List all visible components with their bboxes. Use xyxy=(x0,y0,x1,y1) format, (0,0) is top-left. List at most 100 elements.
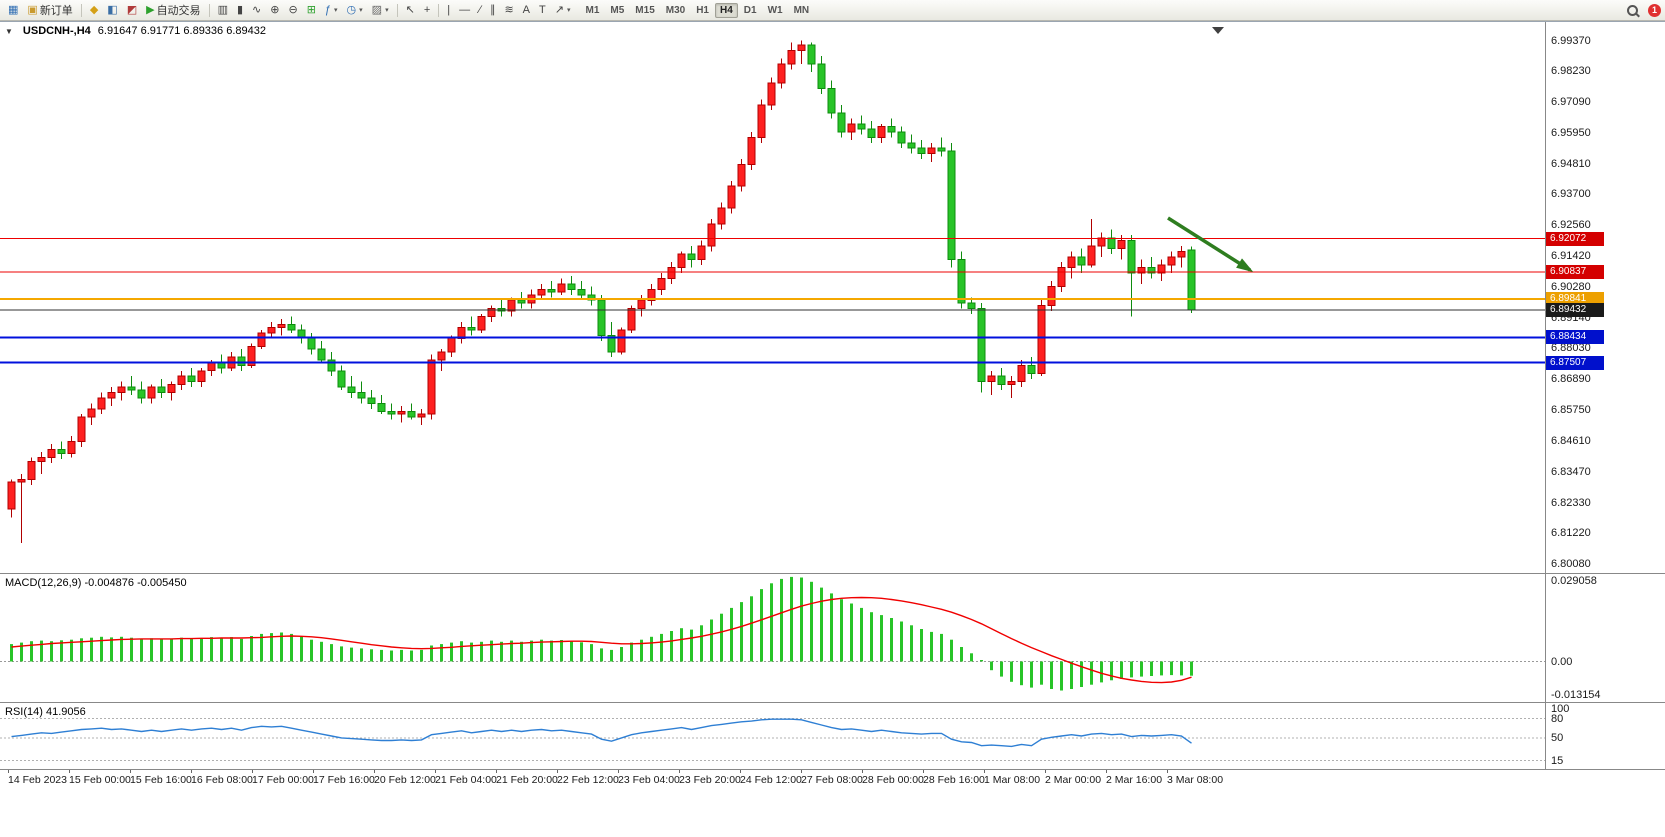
templates-icon: ▨ xyxy=(371,4,383,16)
line-chart-button[interactable]: ∿ xyxy=(248,1,265,19)
price-tick-label: 6.92560 xyxy=(1551,219,1591,232)
new-order-button[interactable]: ▣ 新订单 xyxy=(23,1,76,19)
price-tick-label: 6.81220 xyxy=(1551,527,1591,540)
macd-axis-label: 0.029058 xyxy=(1551,575,1597,587)
price-tick-label: 6.86890 xyxy=(1551,373,1591,386)
macd-axis-label: -0.013154 xyxy=(1551,689,1601,701)
time-tick-label: 1 Mar 08:00 xyxy=(984,774,1041,786)
time-tick-label: 21 Feb 04:00 xyxy=(435,774,497,786)
templates-button[interactable]: ▨ ▾ xyxy=(368,1,393,19)
new-order-label: 新订单 xyxy=(39,5,73,17)
chart-shift-marker xyxy=(1212,27,1224,34)
price-tick-label: 6.85750 xyxy=(1551,404,1591,417)
search-button[interactable] xyxy=(1623,1,1642,19)
macd-axis-label: 0.00 xyxy=(1551,655,1573,668)
text-label-icon: A xyxy=(522,4,531,16)
chart-window-button[interactable]: ▦ xyxy=(4,1,22,19)
price-level-badge: 6.92072 xyxy=(1546,231,1604,246)
time-tick-label: 23 Feb 04:00 xyxy=(618,774,680,786)
zoom-in-button[interactable]: ⊕ xyxy=(266,1,283,19)
time-tick-label: 2 Mar 16:00 xyxy=(1106,774,1163,786)
rsi-axis-label: 15 xyxy=(1551,754,1564,767)
price-tick-label: 6.80080 xyxy=(1551,558,1591,570)
axis-separator xyxy=(1545,703,1546,769)
candlestick-chart[interactable] xyxy=(0,22,1545,573)
horizontal-line-icon: — xyxy=(459,4,471,16)
time-tick xyxy=(313,770,314,773)
time-axis[interactable]: 14 Feb 2023 15 Feb 00:00 15 Feb 16:00 16 Fe… xyxy=(0,770,1665,789)
price-tick-label: 6.91420 xyxy=(1551,250,1591,263)
time-tick xyxy=(496,770,497,773)
toolbar-separator xyxy=(80,3,82,17)
channel-button[interactable]: ∥ xyxy=(486,1,500,19)
periods-button[interactable]: ◷ ▾ xyxy=(343,1,367,19)
macd-pane: MACD(12,26,9) -0.004876 -0.005450 0.0290… xyxy=(0,574,1665,703)
price-level-badge: 6.87507 xyxy=(1546,355,1604,370)
text-label-button[interactable]: A xyxy=(519,1,534,19)
timeframe-button-m15[interactable]: M15 xyxy=(635,4,655,16)
timeframe-button-h4[interactable]: H4 xyxy=(715,2,738,18)
indicators-button[interactable]: ƒ ▾ xyxy=(321,1,342,19)
auto-trading-button[interactable]: ▶ 自动交易 xyxy=(142,1,204,19)
price-tick-label: 6.82330 xyxy=(1551,497,1591,509)
main-toolbar: ▦ ▣ 新订单 ◆ ◧ ◩ ▶ 自动交易 ▥ ▮ ∿ ⊕ ⊖ ⊞ ƒ ▾ ◷ ▾ ▨ ▾ ↖ + | — ∕ ∥ ≋ A T ↗ ▾ M1 M… xyxy=(0,0,1665,21)
arrow-tools-button[interactable]: ↗ ▾ xyxy=(551,1,575,19)
navigator-button[interactable]: ◩ xyxy=(123,1,141,19)
notification-badge[interactable]: 1 xyxy=(1648,3,1661,17)
axis-separator xyxy=(1545,22,1546,573)
toolbar-separator xyxy=(438,3,440,17)
toolbar-right-group: 1 xyxy=(1623,1,1661,19)
shapes-button[interactable]: T xyxy=(535,1,550,19)
toolbar-separator xyxy=(396,3,398,17)
timeframe-button-h1[interactable]: H1 xyxy=(696,4,709,16)
time-tick xyxy=(984,770,985,773)
timeframe-button-d1[interactable]: D1 xyxy=(743,4,757,16)
zoom-out-button[interactable]: ⊖ xyxy=(284,1,301,19)
time-tick xyxy=(191,770,192,773)
timeframe-button-m1[interactable]: M1 xyxy=(585,4,600,16)
candlestick-chart-mode-button[interactable]: ▮ xyxy=(233,1,247,19)
time-tick-label: 15 Feb 16:00 xyxy=(130,774,192,786)
time-tick-label: 3 Mar 08:00 xyxy=(1167,774,1224,786)
time-tick-label: 22 Feb 12:00 xyxy=(557,774,619,786)
time-tick xyxy=(740,770,741,773)
rsi-axis-label: 50 xyxy=(1551,731,1564,744)
trendline-button[interactable]: ∕ xyxy=(475,1,485,19)
market-watch-icon: ◆ xyxy=(89,4,99,16)
timeframe-button-m30[interactable]: M30 xyxy=(665,4,686,16)
cursor-button[interactable]: ↖ xyxy=(402,1,419,19)
timeframe-button-mn[interactable]: MN xyxy=(793,4,810,16)
bar-chart-icon: ▥ xyxy=(217,4,228,16)
time-tick xyxy=(557,770,558,773)
current-price-badge: 6.89432 xyxy=(1546,303,1604,318)
time-tick xyxy=(130,770,131,773)
timeframe-button-w1[interactable]: W1 xyxy=(767,4,783,16)
price-tick-label: 6.90280 xyxy=(1551,281,1591,294)
chevron-down-icon: ▾ xyxy=(359,7,363,14)
crosshair-button[interactable]: + xyxy=(420,1,434,19)
auto-trading-icon: ▶ xyxy=(146,4,155,16)
vertical-line-icon: | xyxy=(447,4,451,16)
vertical-line-button[interactable]: | xyxy=(443,1,454,19)
timeframe-button-m5[interactable]: M5 xyxy=(610,4,625,16)
tile-windows-button[interactable]: ⊞ xyxy=(303,1,320,19)
horizontal-line-button[interactable]: — xyxy=(455,1,474,19)
collapse-icon[interactable]: ▼ xyxy=(5,26,13,36)
time-tick-label: 27 Feb 08:00 xyxy=(801,774,863,786)
macd-chart[interactable] xyxy=(0,574,1545,702)
market-watch-button[interactable]: ◆ xyxy=(86,1,102,19)
time-tick xyxy=(923,770,924,773)
navigator-icon: ◩ xyxy=(126,4,138,16)
macd-signal-line xyxy=(11,596,1192,684)
chart-title: ▼ USDCNH-,H4 6.91647 6.91771 6.89336 6.8… xyxy=(5,25,266,37)
price-tick-label: 6.95950 xyxy=(1551,127,1591,140)
data-window-button[interactable]: ◧ xyxy=(103,1,121,19)
rsi-chart[interactable] xyxy=(0,703,1545,769)
rsi-axis-label: 80 xyxy=(1551,712,1564,725)
rsi-pane: RSI(14) 41.9056 100 80 50 15 xyxy=(0,703,1665,770)
bar-chart-button[interactable]: ▥ xyxy=(214,1,232,19)
fibonacci-button[interactable]: ≋ xyxy=(500,1,517,19)
candlestick-chart-mode-icon: ▮ xyxy=(236,4,244,16)
fibonacci-icon: ≋ xyxy=(504,4,514,16)
